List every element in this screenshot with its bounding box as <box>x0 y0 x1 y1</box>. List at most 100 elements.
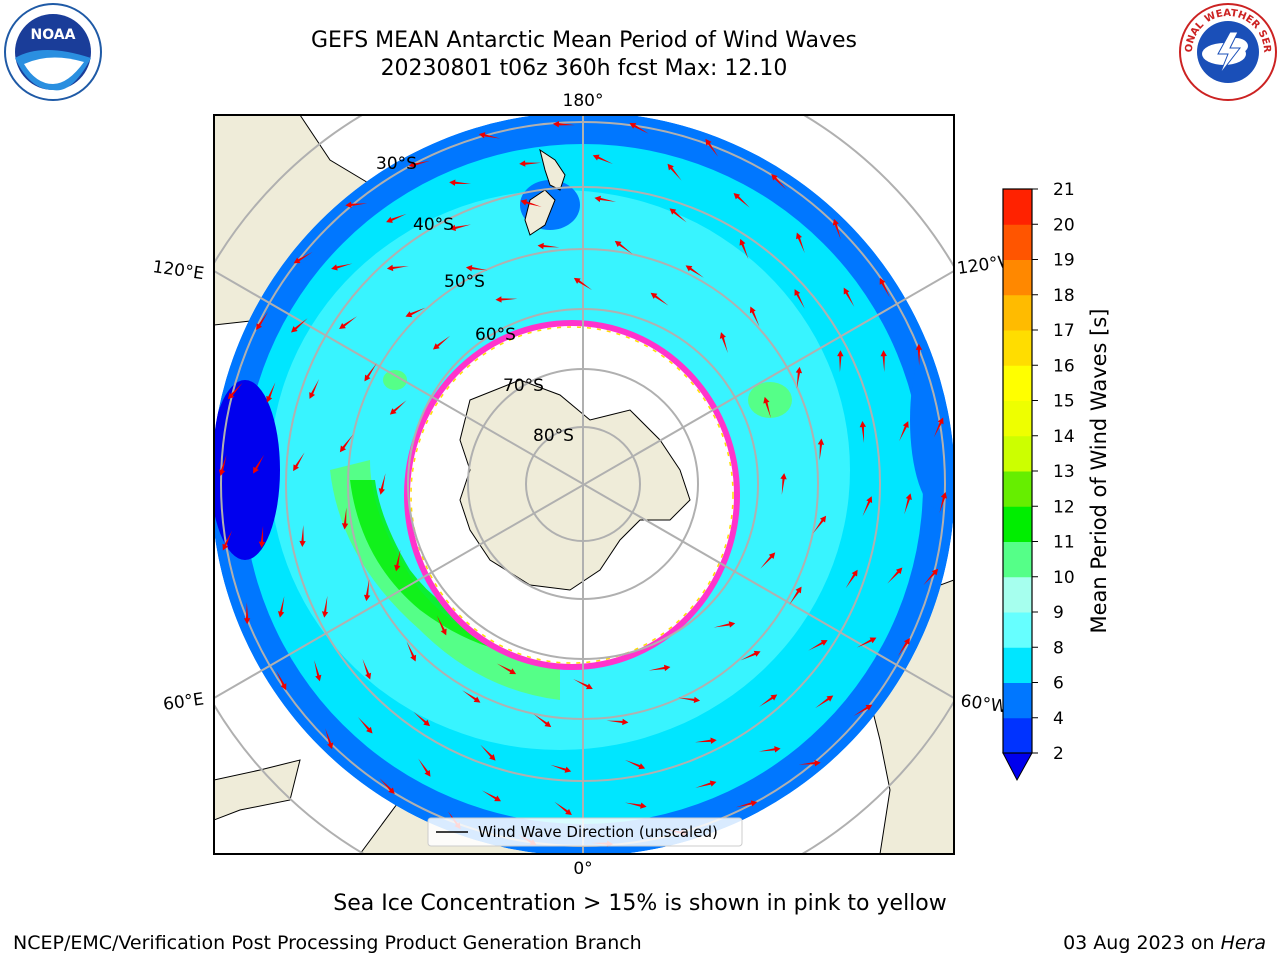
wind-wave-arrow <box>449 224 471 231</box>
colorbar-title: Mean Period of Wind Waves [s] <box>1087 309 1111 634</box>
wind-wave-arrow <box>789 586 802 605</box>
wind-wave-arrow <box>862 496 873 517</box>
graticule <box>214 115 954 854</box>
wind-wave-arrow <box>904 493 912 515</box>
colorbar-tick-label: 15 <box>1053 392 1075 412</box>
colorbar-tick-label: 12 <box>1053 497 1075 517</box>
wind-wave-arrow <box>341 507 349 530</box>
wind-wave-arrow <box>739 238 749 260</box>
wind-wave-arrow <box>592 154 613 165</box>
wind-wave-arrow <box>314 660 322 682</box>
wind-wave-arrow <box>845 569 858 589</box>
colorbar-segment <box>1003 330 1032 366</box>
wind-wave-arrow <box>705 138 719 157</box>
wind-wave-arrow <box>480 744 496 761</box>
wind-wave-arrow <box>669 208 687 223</box>
wind-wave-arrow <box>357 717 373 734</box>
wind-wave-arrow <box>933 417 944 438</box>
wind-wave-arrow <box>413 711 430 727</box>
lon-label-lower-left: 60°E <box>162 689 205 714</box>
lon-label-top: 180° <box>563 91 604 111</box>
colorbar: 2 4 6 8 9 10 11 12 13 14 15 16 17 18 19 20 21 Mean Perio… <box>1002 180 1111 782</box>
colorbar-tick-label: 11 <box>1053 533 1075 553</box>
wind-wave-arrow <box>276 670 287 691</box>
wind-wave-arrow <box>733 192 750 208</box>
colorbar-segment <box>1003 576 1032 613</box>
wind-wave-arrow <box>795 366 803 389</box>
wind-wave-arrow <box>695 780 717 788</box>
lat-label-70s: 70°S <box>503 376 544 396</box>
wind-wave-arrow <box>763 396 771 419</box>
lat-label-30s: 30°S <box>376 154 417 174</box>
wind-wave-arrow <box>817 438 825 461</box>
wind-wave-arrow <box>362 658 372 680</box>
colorbar-segment <box>1003 435 1032 472</box>
lon-label-lower-right: 60°W <box>959 691 1008 717</box>
wind-wave-arrow <box>363 579 371 602</box>
wind-wave-arrow <box>550 764 572 773</box>
colorbar-segment <box>1003 400 1032 437</box>
wind-wave-arrow <box>406 641 417 662</box>
wind-wave-arrow <box>614 240 633 255</box>
colorbar-under-triangle <box>1002 752 1033 782</box>
wind-wave-arrow <box>923 568 939 586</box>
colorbar-segment <box>1003 647 1032 683</box>
wind-wave-arrow <box>465 264 488 272</box>
wind-wave-arrow <box>379 778 395 794</box>
colorbar-tick-label: 16 <box>1053 356 1075 376</box>
wind-wave-arrow <box>389 400 407 415</box>
wind-wave-arrow <box>606 718 629 726</box>
colorbar-tick-label: 6 <box>1053 674 1064 694</box>
noaa-logo-text: NOAA <box>31 27 76 43</box>
colorbar-segment <box>1003 365 1032 401</box>
wind-wave-arrow <box>939 492 947 514</box>
wind-wave-arrow <box>812 515 827 534</box>
colorbar-segment <box>1003 541 1032 578</box>
wind-wave-arrow <box>331 263 353 271</box>
wind-wave-arrow <box>339 316 358 330</box>
colorbar-tick-label: 8 <box>1053 638 1064 658</box>
wind-wave-arrow <box>796 232 805 254</box>
wind-wave-arrow <box>771 174 787 190</box>
wind-wave-arrow <box>798 759 821 767</box>
wind-wave-arrow <box>624 802 647 809</box>
wind-wave-arrow <box>219 454 227 476</box>
wind-wave-arrow <box>432 335 451 350</box>
wind-wave-arrow <box>436 615 447 636</box>
wind-wave-arrow <box>227 382 243 400</box>
colorbar-tick-label: 10 <box>1053 568 1075 588</box>
wind-wave-arrow <box>537 242 560 250</box>
colorbar-segment <box>1003 612 1032 648</box>
nws-logo-icon: NATIONAL WEATHER SERVICE <box>1178 2 1277 101</box>
wind-wave-arrow <box>694 737 717 744</box>
colorbar-segment <box>1003 189 1032 225</box>
wind-wave-arrow <box>345 201 368 209</box>
wind-wave-arrow <box>519 160 542 167</box>
lon-label-bottom: 0° <box>573 859 592 879</box>
wind-wave-arrow <box>462 690 481 703</box>
colorbar-tick-label: 17 <box>1053 321 1075 341</box>
wind-wave-arrow <box>386 213 407 223</box>
wind-wave-arrow <box>449 179 472 186</box>
wind-wave-arrow <box>573 679 593 690</box>
wind-wave-arrow <box>253 454 265 474</box>
wind-wave-arrow <box>899 421 909 442</box>
wind-wave-arrow <box>880 350 887 373</box>
wind-wave-arrow <box>897 638 910 657</box>
wind-wave-arrow <box>478 132 501 139</box>
wind-wave-arrow <box>386 264 409 272</box>
colorbar-tick-label: 19 <box>1053 251 1075 271</box>
lat-label-50s: 50°S <box>444 272 485 292</box>
map-title: GEFS MEAN Antarctic Mean Period of Wind … <box>311 28 857 53</box>
colorbar-segment <box>1003 471 1032 507</box>
wind-wave-arrow <box>552 121 575 128</box>
wind-wave-arrow <box>291 318 308 333</box>
wind-wave-arrow <box>856 637 877 648</box>
footer-date-text: 03 Aug 2023 on <box>1063 932 1221 954</box>
noaa-logo-icon: NOAA <box>4 3 102 101</box>
colorbar-tick-label: 20 <box>1053 215 1075 235</box>
footer-date: 03 Aug 2023 on Hera <box>1063 932 1266 954</box>
wind-wave-arrow <box>629 123 649 134</box>
wind-wave-arrow <box>719 332 728 354</box>
